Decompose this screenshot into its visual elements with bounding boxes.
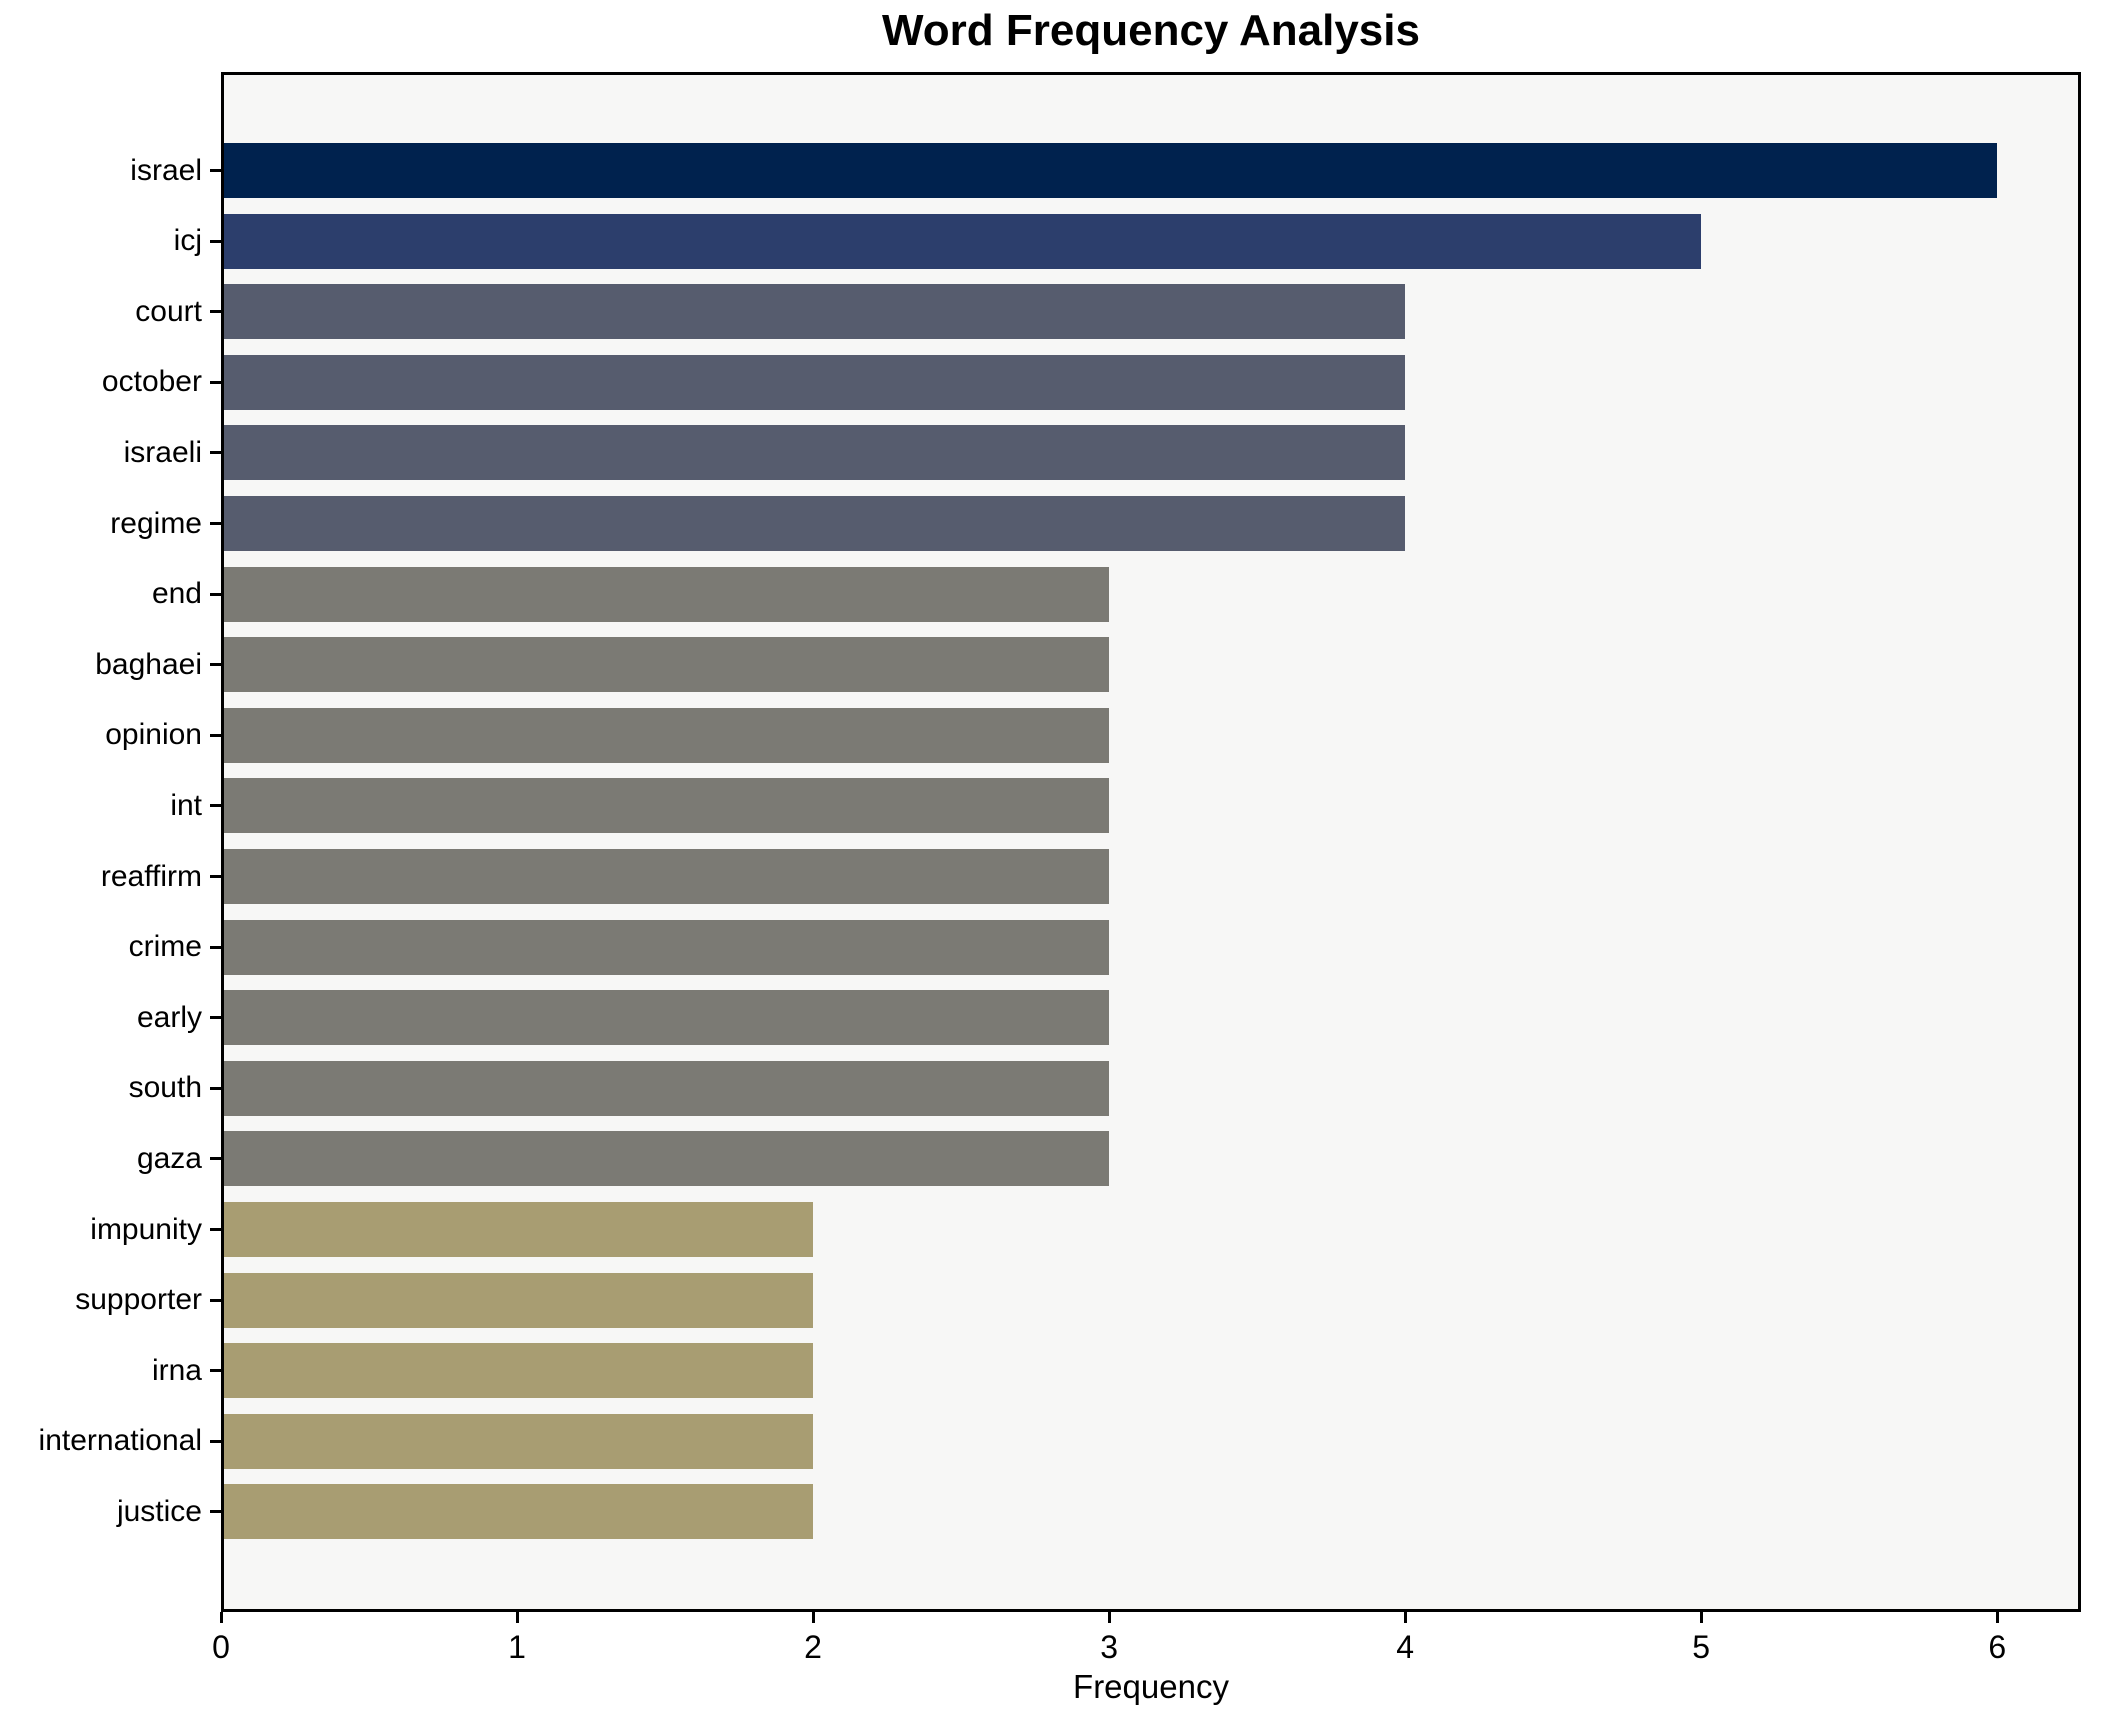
y-tick-label-opinion: opinion <box>105 718 202 752</box>
y-tick-mark <box>210 1157 221 1161</box>
bar-regime <box>224 496 1406 551</box>
y-tick-mark <box>210 875 221 878</box>
x-tick-mark <box>1403 1612 1407 1623</box>
y-tick-label-supporter: supporter <box>75 1283 202 1317</box>
y-tick-label-gaza: gaza <box>136 1141 202 1175</box>
y-tick-mark <box>210 1369 221 1373</box>
bar-opinion <box>224 707 1110 763</box>
y-tick-label-icj: icj <box>173 224 202 258</box>
y-tick-label-justice: justice <box>116 1494 202 1528</box>
x-tick-label-4: 4 <box>1396 1629 1415 1665</box>
chart-title: Word Frequency Analysis <box>882 6 1420 55</box>
bar-crime <box>224 919 1110 975</box>
y-tick-mark <box>210 1228 221 1231</box>
y-tick-mark <box>210 239 221 243</box>
bar-israel <box>224 143 1998 198</box>
y-tick-label-int: int <box>170 788 202 822</box>
y-tick-label-early: early <box>136 1000 202 1034</box>
y-tick-label-impunity: impunity <box>90 1212 202 1246</box>
y-tick-label-reaffirm: reaffirm <box>100 859 202 893</box>
y-tick-mark <box>210 451 221 455</box>
y-tick-mark <box>210 804 221 808</box>
y-tick-label-baghaei: baghaei <box>95 647 202 681</box>
y-tick-mark <box>210 1510 221 1514</box>
x-tick-label-5: 5 <box>1692 1629 1711 1665</box>
bar-israeli <box>224 425 1406 481</box>
bar-int <box>224 778 1110 834</box>
bar-irna <box>224 1343 814 1399</box>
y-tick-label-irna: irna <box>151 1353 202 1387</box>
bar-international <box>224 1413 814 1469</box>
y-tick-mark <box>210 380 221 384</box>
bar-october <box>224 354 1406 410</box>
y-tick-label-international: international <box>38 1424 202 1458</box>
y-tick-label-israeli: israeli <box>123 435 202 469</box>
y-tick-mark <box>210 592 221 596</box>
x-tick-mark <box>1107 1612 1111 1623</box>
x-tick-label-2: 2 <box>804 1629 822 1665</box>
bar-baghaei <box>224 637 1110 693</box>
y-tick-label-october: october <box>101 365 202 399</box>
y-tick-mark <box>210 1298 221 1302</box>
x-tick-mark <box>219 1612 223 1623</box>
bar-court <box>224 284 1406 340</box>
y-tick-label-court: court <box>135 294 202 328</box>
bar-justice <box>224 1484 814 1540</box>
bar-supporter <box>224 1272 814 1328</box>
bar-impunity <box>224 1202 814 1257</box>
y-tick-mark <box>210 663 221 667</box>
bar-icj <box>224 213 1702 269</box>
bar-end <box>224 566 1110 622</box>
bar-gaza <box>224 1131 1110 1187</box>
x-tick-label-6: 6 <box>1988 1629 2007 1665</box>
bar-reaffirm <box>224 849 1110 904</box>
x-tick-label-0: 0 <box>212 1629 230 1665</box>
x-tick-mark <box>1699 1612 1703 1623</box>
bar-south <box>224 1060 1110 1116</box>
y-tick-mark <box>210 310 221 314</box>
y-tick-mark <box>210 1016 221 1020</box>
y-tick-label-south: south <box>128 1071 202 1105</box>
y-tick-label-israel: israel <box>130 153 202 187</box>
y-tick-mark <box>210 1439 221 1443</box>
y-tick-mark <box>210 945 221 949</box>
y-tick-mark <box>210 169 221 172</box>
y-tick-label-regime: regime <box>110 506 202 540</box>
y-tick-label-end: end <box>151 577 202 611</box>
x-tick-mark <box>515 1612 519 1623</box>
y-tick-label-crime: crime <box>128 930 202 964</box>
x-tick-label-3: 3 <box>1100 1629 1118 1665</box>
x-tick-mark <box>811 1612 815 1623</box>
y-tick-mark <box>210 1086 221 1090</box>
x-tick-label-1: 1 <box>508 1629 526 1665</box>
bar-early <box>224 990 1110 1046</box>
y-tick-mark <box>210 522 221 525</box>
y-tick-mark <box>210 733 221 737</box>
x-tick-mark <box>1995 1612 1999 1623</box>
x-axis-label: Frequency <box>1073 1668 1229 1705</box>
